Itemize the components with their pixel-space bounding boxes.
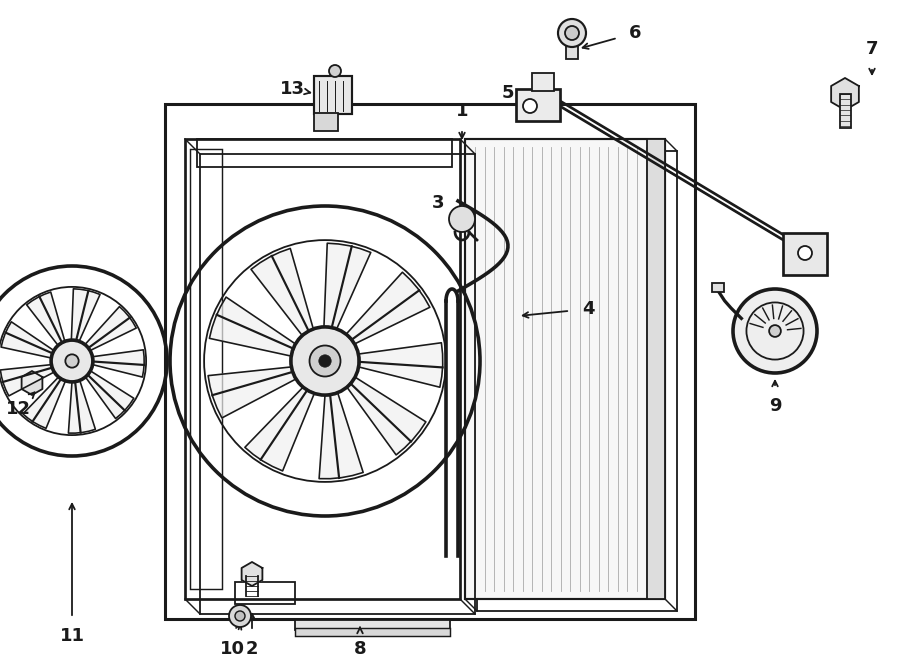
Text: 4: 4	[581, 300, 594, 318]
Bar	[314, 113, 338, 131]
Polygon shape	[71, 289, 100, 341]
Circle shape	[291, 327, 359, 395]
Circle shape	[770, 325, 781, 337]
Bar	[295, 620, 450, 630]
Circle shape	[449, 206, 475, 232]
Text: 10: 10	[220, 640, 245, 658]
Circle shape	[558, 19, 586, 47]
Text: 12: 12	[5, 400, 31, 418]
Polygon shape	[245, 387, 314, 471]
Bar	[712, 283, 724, 292]
Bar	[200, 154, 475, 614]
Bar	[566, 33, 578, 59]
Text: 1: 1	[455, 102, 468, 120]
Bar	[235, 582, 295, 604]
Text: 3: 3	[432, 194, 445, 212]
Polygon shape	[324, 243, 371, 329]
Bar	[314, 76, 352, 114]
Polygon shape	[831, 78, 859, 110]
Polygon shape	[85, 307, 136, 350]
Text: 5: 5	[502, 84, 514, 102]
Polygon shape	[346, 377, 426, 455]
Polygon shape	[22, 371, 42, 395]
Polygon shape	[93, 350, 144, 377]
Bar	[465, 139, 665, 599]
Bar	[165, 104, 695, 619]
Bar	[190, 149, 222, 589]
Polygon shape	[208, 367, 296, 418]
Text: 7: 7	[866, 40, 878, 58]
Polygon shape	[241, 562, 263, 586]
Bar	[295, 628, 450, 636]
Circle shape	[66, 354, 78, 368]
Circle shape	[798, 246, 812, 260]
Circle shape	[51, 340, 93, 382]
Text: 13: 13	[280, 80, 304, 98]
Text: 6: 6	[629, 24, 641, 42]
Bar	[840, 94, 850, 128]
Bar	[783, 233, 827, 275]
Polygon shape	[22, 377, 66, 428]
Bar	[647, 139, 665, 599]
Circle shape	[329, 65, 341, 77]
Polygon shape	[0, 365, 54, 396]
Bar	[477, 151, 677, 611]
Polygon shape	[210, 297, 295, 356]
Text: 2: 2	[246, 640, 258, 658]
Polygon shape	[358, 343, 443, 387]
Polygon shape	[86, 371, 134, 418]
Bar	[516, 89, 560, 121]
Polygon shape	[27, 292, 65, 346]
Polygon shape	[1, 322, 54, 358]
Text: 8: 8	[354, 640, 366, 658]
Circle shape	[235, 611, 245, 621]
Bar	[532, 73, 554, 91]
Bar	[197, 139, 452, 167]
Bar	[185, 139, 460, 599]
Circle shape	[523, 99, 537, 113]
Text: 11: 11	[59, 627, 85, 645]
Circle shape	[229, 605, 251, 627]
Polygon shape	[320, 393, 364, 479]
Polygon shape	[251, 249, 313, 336]
Polygon shape	[68, 381, 95, 433]
Circle shape	[310, 346, 340, 377]
Circle shape	[565, 26, 579, 40]
Circle shape	[319, 355, 331, 368]
Text: 9: 9	[769, 397, 781, 415]
Polygon shape	[346, 272, 430, 344]
Circle shape	[733, 289, 817, 373]
